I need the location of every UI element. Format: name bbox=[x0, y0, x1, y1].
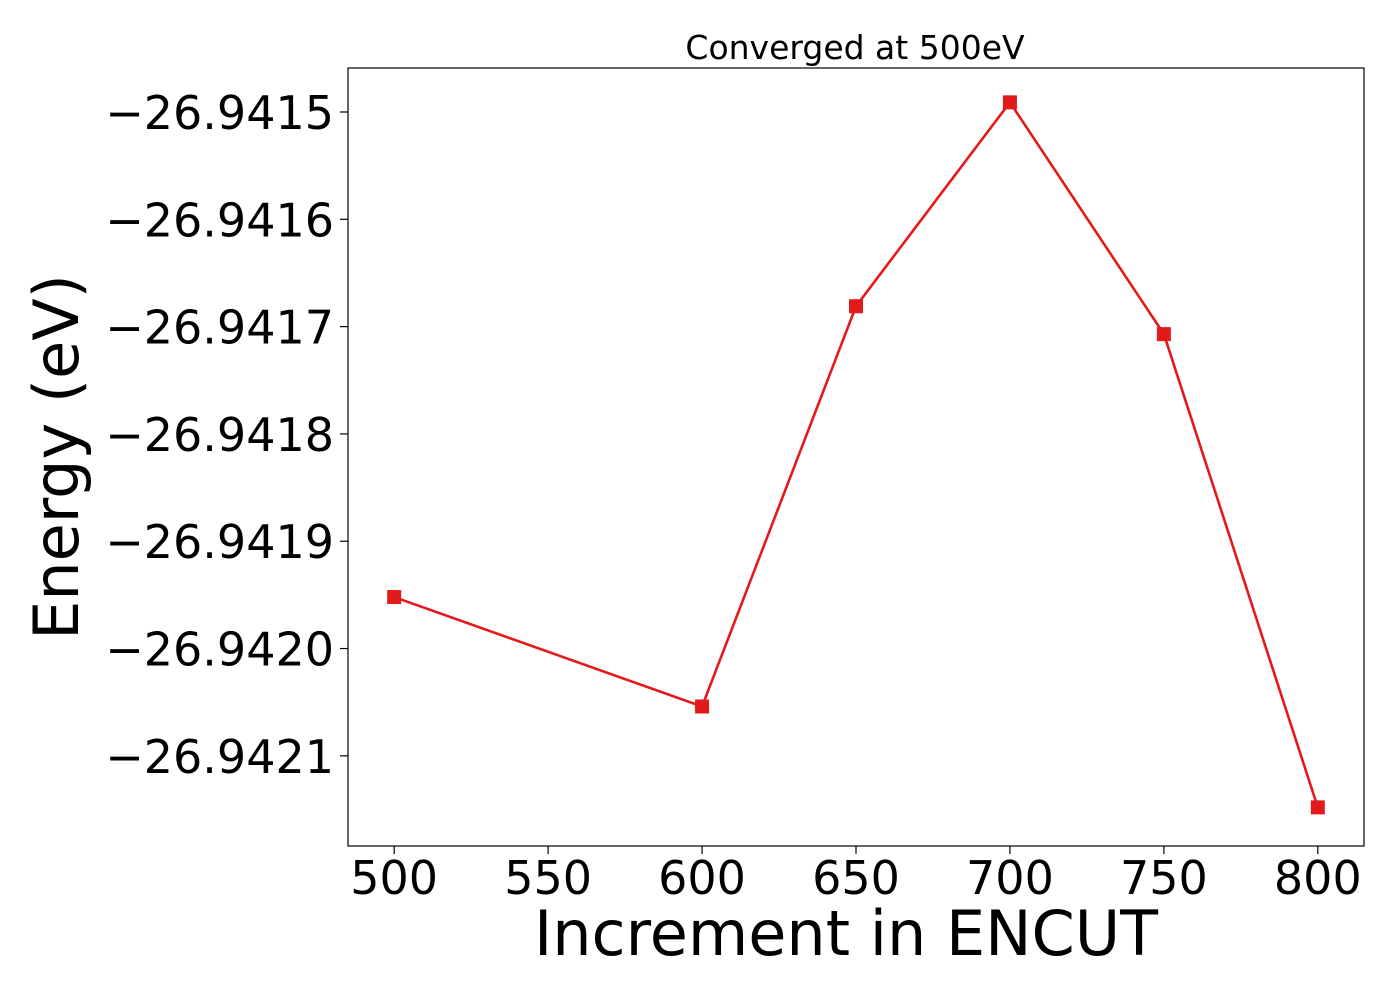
y-tick-label: −26.9416 bbox=[105, 193, 334, 247]
y-axis: −26.9415 −26.9416 −26.9417 −26.9418 −26.9419… bbox=[105, 86, 348, 784]
data-point-marker bbox=[695, 699, 710, 714]
x-tick-label: 600 bbox=[658, 851, 746, 905]
data-point-marker bbox=[387, 590, 402, 605]
x-axis: 500 550 600 650 700 750 800 bbox=[350, 846, 1362, 905]
y-tick-label: −26.9419 bbox=[105, 515, 334, 569]
y-tick-label: −26.9415 bbox=[105, 86, 334, 140]
y-tick-label: −26.9417 bbox=[105, 301, 334, 355]
y-axis-label: Energy (eV) bbox=[20, 274, 93, 640]
plot-area bbox=[387, 95, 1325, 815]
y-tick-label: −26.9420 bbox=[105, 623, 334, 677]
x-tick-label: 500 bbox=[350, 851, 438, 905]
data-point-marker bbox=[1156, 327, 1171, 342]
data-point-marker bbox=[1310, 800, 1325, 815]
x-tick-label: 550 bbox=[504, 851, 592, 905]
x-tick-label: 650 bbox=[812, 851, 900, 905]
x-tick-label: 800 bbox=[1274, 851, 1362, 905]
x-tick-label: 700 bbox=[966, 851, 1054, 905]
data-point-marker bbox=[849, 299, 863, 314]
x-tick-label: 750 bbox=[1120, 851, 1208, 905]
chart-title: Converged at 500eV bbox=[685, 28, 1025, 67]
y-tick-label: −26.9421 bbox=[105, 730, 334, 784]
series-line bbox=[393, 100, 1320, 808]
data-point-marker bbox=[1002, 95, 1017, 110]
y-tick-label: −26.9418 bbox=[105, 408, 334, 462]
x-axis-label: Increment in ENCUT bbox=[534, 897, 1159, 970]
